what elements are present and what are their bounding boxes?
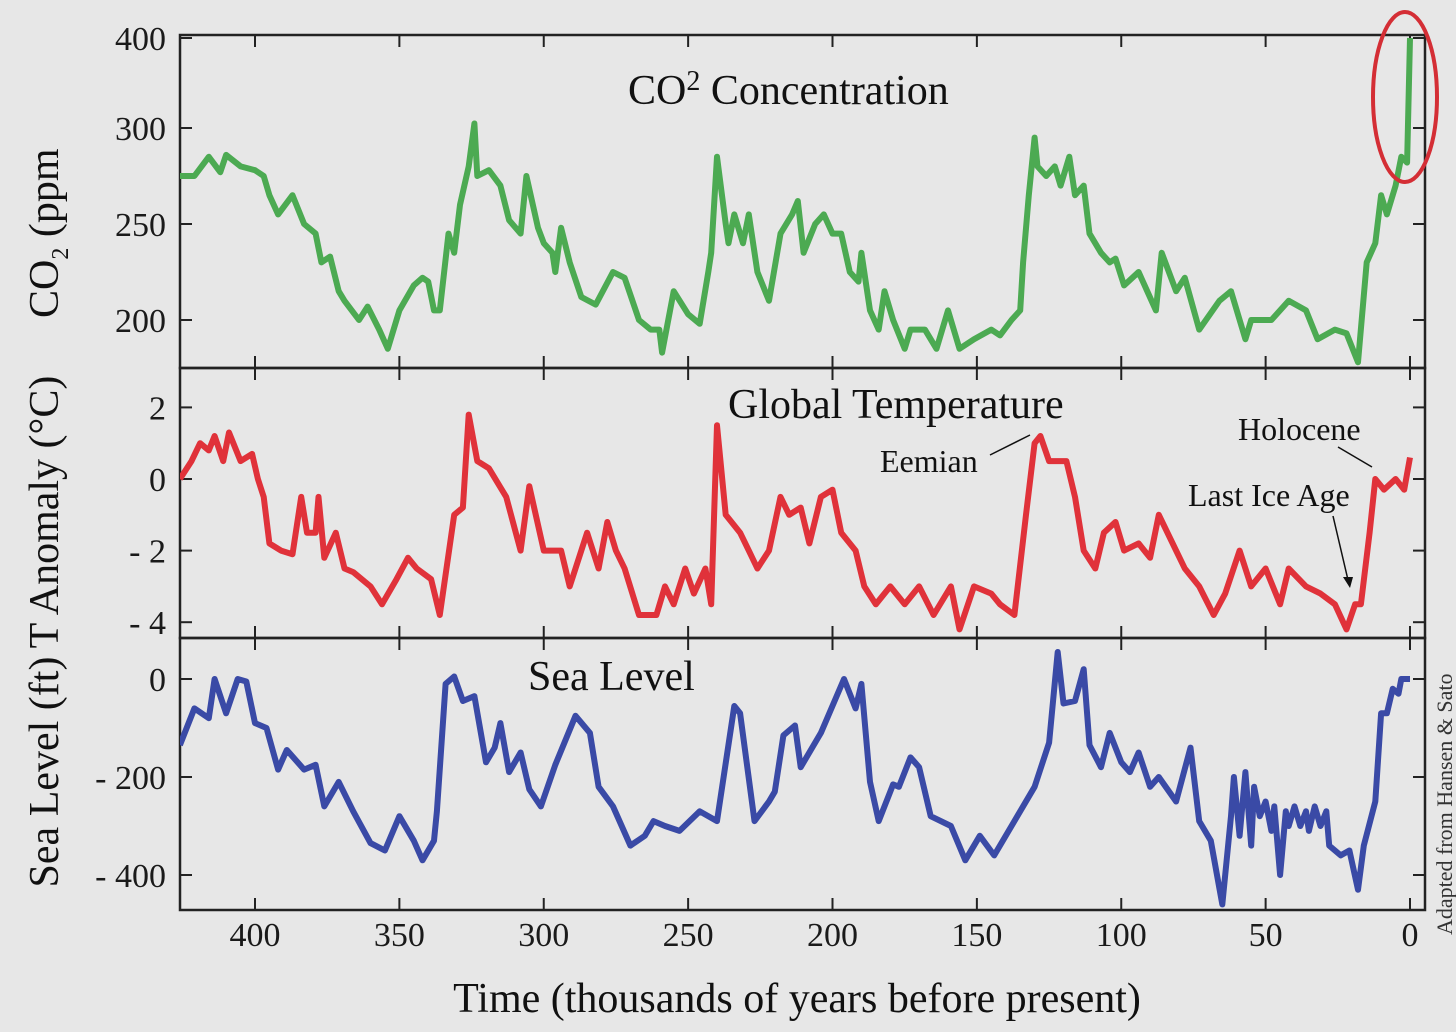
co2-y-tick-label: 200 xyxy=(115,303,166,340)
x-tick-label: 200 xyxy=(807,917,858,954)
credit-text: Adapted from Hansen & Sato xyxy=(1432,674,1456,936)
sea-level-panel-title: Sea Level xyxy=(528,654,695,700)
temperature-panel-title: Global Temperature xyxy=(728,382,1064,428)
x-tick-label: 300 xyxy=(518,917,569,954)
co2-ylabel: CO2 (ppm xyxy=(22,148,74,318)
x-tick-label: 150 xyxy=(951,917,1002,954)
temperature-y-tick-label: - 4 xyxy=(129,605,166,642)
co2-y-tick-label: 300 xyxy=(115,111,166,148)
co2-panel-title: CO2 Concentration xyxy=(628,66,949,114)
sea-level-series-line xyxy=(180,649,1410,908)
temperature-series-line xyxy=(180,411,1413,633)
temperature-y-tick-label: 2 xyxy=(149,390,166,427)
x-tick-label: 0 xyxy=(1402,917,1419,954)
x-tick-label: 250 xyxy=(663,917,714,954)
sea-level-ylabel: Sea Level (ft) xyxy=(22,657,68,888)
temperature-y-tick-label: 0 xyxy=(149,462,166,499)
x-tick-label: 100 xyxy=(1096,917,1147,954)
co2-series-line xyxy=(180,37,1413,366)
last-ice-age-annotation: Last Ice Age xyxy=(1188,477,1350,513)
holocene-arrow xyxy=(1337,446,1373,468)
co2-y-tick-label: 400 xyxy=(115,21,166,58)
sea-level-y-tick-label: - 400 xyxy=(95,858,166,895)
co2-y-tick-label: 250 xyxy=(115,207,166,244)
x-tick-label: 400 xyxy=(230,917,281,954)
sea-level-panel-frame xyxy=(178,636,1427,912)
temperature-ylabel: T Anomaly (°C) xyxy=(22,376,68,649)
eemian-annotation: Eemian xyxy=(880,443,978,479)
sea-level-y-tick-label: - 200 xyxy=(95,760,166,797)
x-tick-label: 50 xyxy=(1249,917,1283,954)
last-ice-age-arrow xyxy=(1332,515,1349,581)
holocene-annotation: Holocene xyxy=(1238,411,1361,447)
sea-level-y-tick-label: 0 xyxy=(149,662,166,699)
recent-co2-highlight-ellipse xyxy=(1371,10,1439,184)
eemian-arrow xyxy=(989,434,1031,456)
x-axis-label: Time (thousands of years before present) xyxy=(453,976,1141,1022)
temperature-y-tick-label: - 2 xyxy=(129,534,166,571)
x-tick-label: 350 xyxy=(374,917,425,954)
last-ice-age-arrowhead xyxy=(1343,577,1353,588)
